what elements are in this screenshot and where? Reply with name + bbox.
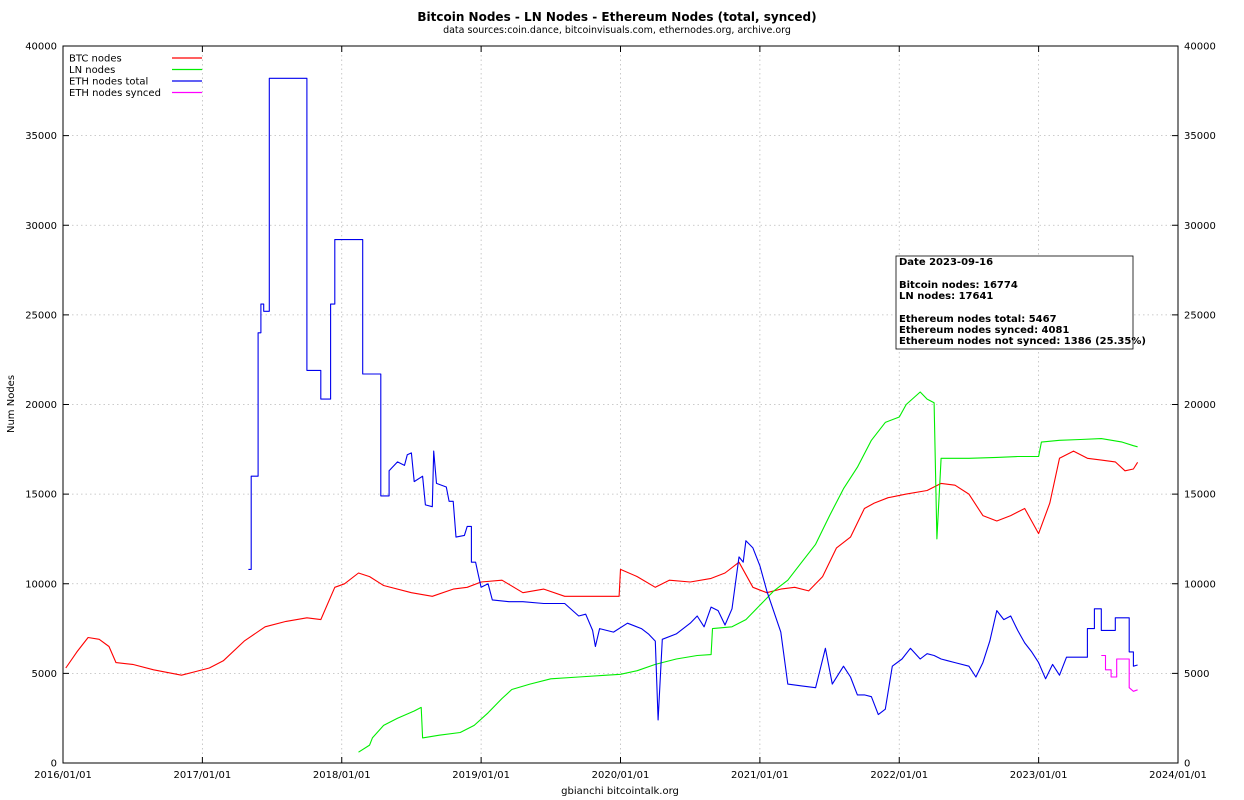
legend-label: ETH nodes synced xyxy=(69,88,161,99)
x-tick-label: 2018/01/01 xyxy=(313,770,371,781)
info-ln-nodes: LN nodes: 17641 xyxy=(899,291,993,302)
y-tick-label: 25000 xyxy=(25,310,57,321)
chart-title: Bitcoin Nodes - LN Nodes - Ethereum Node… xyxy=(417,10,816,24)
axis-ticks: 0 0 5000 5000 10000 10000 15000 15000 20000 20000… xyxy=(25,42,1216,782)
y-tick-label: 35000 xyxy=(25,131,57,142)
info-date: Date 2023-09-16 xyxy=(899,257,993,268)
x-tick-label: 2020/01/01 xyxy=(592,770,650,781)
y-tick-label: 15000 xyxy=(25,490,57,501)
info-box: Date 2023-09-16 Bitcoin nodes: 16774 LN … xyxy=(895,255,1146,350)
y-tick-label: 5000 xyxy=(32,669,57,680)
legend-label: ETH nodes total xyxy=(69,77,148,88)
series-line-btc-nodes xyxy=(65,450,1139,676)
info-eth-synced: Ethereum nodes synced: 4081 xyxy=(899,325,1069,336)
y-tick-label: 30000 xyxy=(25,221,57,232)
series-line-eth-nodes-total xyxy=(248,77,1138,721)
info-box-frame xyxy=(895,255,1134,350)
legend-label: LN nodes xyxy=(69,65,115,76)
series-line-ln-nodes xyxy=(358,391,1138,753)
x-tick-label: 2023/01/01 xyxy=(1010,770,1068,781)
chart-subtitle: data sources:coin.dance, bitcoinvisuals.… xyxy=(443,25,791,36)
y-tick-label: 20000 xyxy=(25,400,57,411)
y-tick-label-right: 40000 xyxy=(1184,42,1216,53)
y-tick-label-right: 15000 xyxy=(1184,490,1216,501)
legend-label: BTC nodes xyxy=(69,54,122,65)
series-lines xyxy=(65,77,1139,753)
series-line-eth-nodes-synced xyxy=(1101,654,1138,692)
x-axis-label: gbianchi bitcointalk.org xyxy=(561,786,679,797)
x-tick-label: 2021/01/01 xyxy=(731,770,789,781)
info-bitcoin-nodes: Bitcoin nodes: 16774 xyxy=(899,280,1018,291)
y-tick-label-right: 0 xyxy=(1184,759,1190,770)
y-tick-label-right: 20000 xyxy=(1184,400,1216,411)
x-tick-label: 2017/01/01 xyxy=(174,770,232,781)
info-eth-total: Ethereum nodes total: 5467 xyxy=(899,314,1057,325)
x-tick-label: 2016/01/01 xyxy=(34,770,92,781)
x-tick-label: 2019/01/01 xyxy=(452,770,510,781)
y-tick-label-right: 5000 xyxy=(1184,669,1209,680)
y-tick-label-right: 35000 xyxy=(1184,131,1216,142)
y-tick-label-right: 25000 xyxy=(1184,310,1216,321)
x-tick-label: 2022/01/01 xyxy=(870,770,928,781)
y-tick-label: 10000 xyxy=(25,579,57,590)
y-tick-label: 0 xyxy=(51,759,57,770)
y-tick-label-right: 30000 xyxy=(1184,221,1216,232)
x-tick-label: 2024/01/01 xyxy=(1149,770,1207,781)
y-tick-label: 40000 xyxy=(25,42,57,53)
y-tick-label-right: 10000 xyxy=(1184,579,1216,590)
grid xyxy=(63,46,1178,763)
y-axis-label: Num Nodes xyxy=(6,375,17,433)
info-eth-not-synced: Ethereum nodes not synced: 1386 (25.35%) xyxy=(899,336,1146,347)
